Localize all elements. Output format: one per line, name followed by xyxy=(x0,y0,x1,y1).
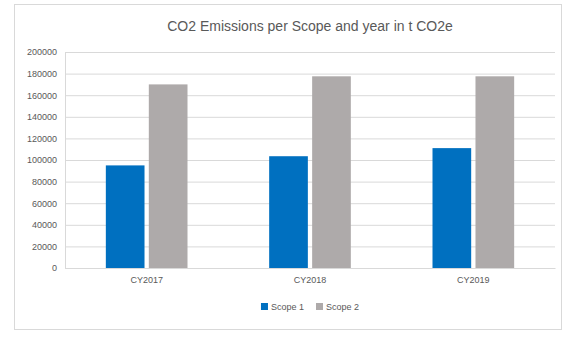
y-axis-line xyxy=(66,53,556,269)
bar-series xyxy=(149,76,514,268)
y-tick-label: 160000 xyxy=(27,91,57,101)
bar xyxy=(433,148,472,268)
y-tick-label: 60000 xyxy=(32,199,57,209)
y-tick-label: 120000 xyxy=(27,134,57,144)
y-tick-label: 20000 xyxy=(32,242,57,252)
grid-line xyxy=(65,74,555,75)
plot-area: 0 20000 40000 60000 80000 100000 120000 140000 1… xyxy=(27,47,556,285)
legend-label: Scope 2 xyxy=(326,302,359,312)
x-tick: CY2018 xyxy=(294,275,327,285)
chart-title: CO2 Emissions per Scope and year in t CO… xyxy=(167,18,453,34)
y-tick-label: 80000 xyxy=(32,177,57,187)
y-tick-label: 100000 xyxy=(27,155,57,165)
legend-item: Scope 1 xyxy=(261,302,304,312)
y-axis: 0 20000 40000 60000 80000 100000 120000 140000 1… xyxy=(27,47,555,273)
chart-svg: CO2 Emissions per Scope and year in t CO… xyxy=(0,0,572,337)
y-tick-label: 200000 xyxy=(27,47,57,57)
x-axis-line xyxy=(66,268,556,269)
chart-border xyxy=(15,5,562,330)
bar xyxy=(106,165,145,268)
y-tick-label: 40000 xyxy=(32,220,57,230)
bar xyxy=(312,76,351,268)
x-axis: CY2017 CY2018 CY2019 xyxy=(66,269,556,286)
y-tick-label: 180000 xyxy=(27,69,57,79)
bar xyxy=(149,84,188,268)
x-tick: CY2019 xyxy=(457,275,490,285)
x-tick-label: CY2019 xyxy=(457,275,490,285)
legend-swatch xyxy=(316,303,323,310)
legend-label: Scope 1 xyxy=(271,302,304,312)
y-tick: 200000 xyxy=(27,47,555,57)
x-tick-label: CY2017 xyxy=(130,275,163,285)
bars xyxy=(106,76,514,268)
grid-line xyxy=(65,268,555,269)
legend: Scope 1 Scope 2 xyxy=(261,302,359,312)
x-tick: CY2017 xyxy=(130,275,163,285)
bar xyxy=(475,76,514,268)
chart-container: CO2 Emissions per Scope and year in t CO… xyxy=(0,0,572,337)
y-tick-label: 0 xyxy=(52,263,57,273)
grid-line xyxy=(65,52,555,53)
y-tick-label: 140000 xyxy=(27,112,57,122)
bar xyxy=(269,156,308,268)
x-tick-label: CY2018 xyxy=(294,275,327,285)
legend-item: Scope 2 xyxy=(316,302,359,312)
legend-swatch xyxy=(261,303,268,310)
